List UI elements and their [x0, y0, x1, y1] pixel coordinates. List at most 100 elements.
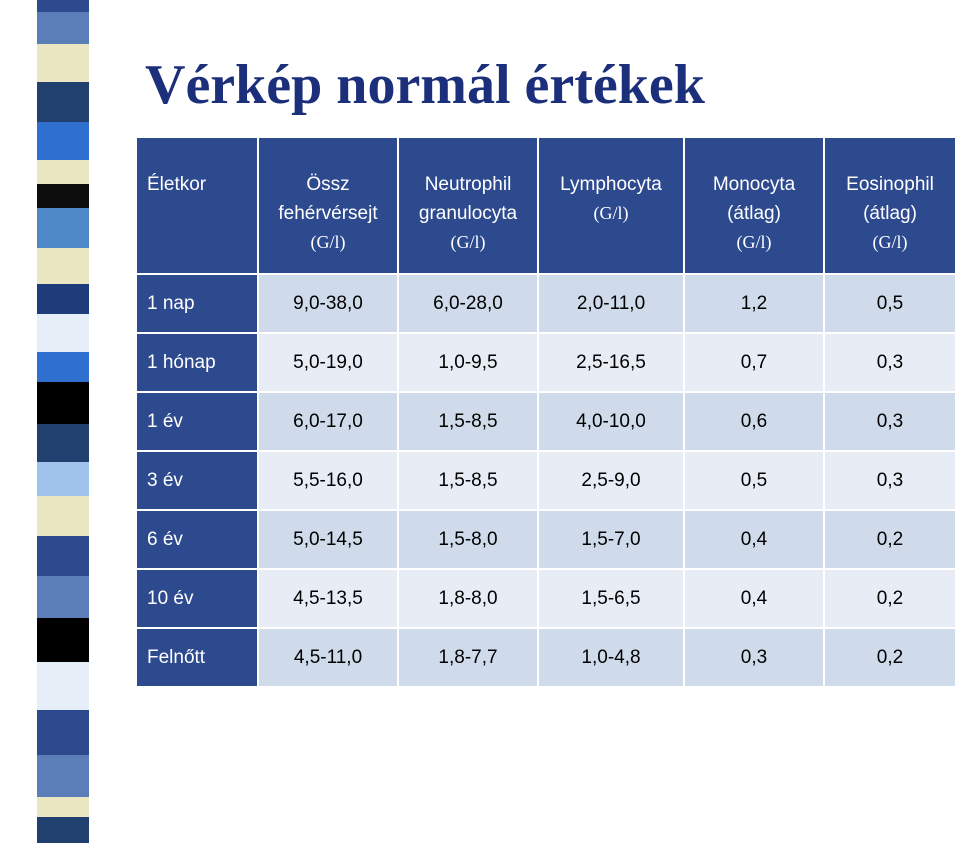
value-cell: 0,2 — [825, 511, 955, 568]
stripe-segment — [37, 0, 89, 12]
column-header-text: Lymphocyta — [560, 174, 662, 195]
value-cell: 0,7 — [685, 334, 823, 391]
column-header-unit: (G/l) — [593, 203, 629, 223]
value-cell: 0,6 — [685, 393, 823, 450]
value-cell: 1,5-8,5 — [399, 452, 537, 509]
value-cell: 2,5-9,0 — [539, 452, 683, 509]
stripe-segment — [37, 208, 89, 248]
stripe-segment — [37, 496, 89, 536]
age-cell: 1 év — [137, 393, 257, 450]
value-cell: 1,2 — [685, 275, 823, 332]
value-cell: 1,5-6,5 — [539, 570, 683, 627]
value-cell: 1,8-7,7 — [399, 629, 537, 686]
column-header-text: granulocyta — [418, 203, 518, 224]
stripe-segment — [37, 462, 89, 496]
table-header-row: Életkor Össz fehérvérsejt (G/l) Neutrophil gr… — [137, 138, 955, 273]
value-cell: 0,2 — [825, 570, 955, 627]
stripe-segment — [37, 662, 89, 710]
column-header-text: Életkor — [147, 174, 207, 195]
table-row: 3 év 5,5-16,0 1,5-8,5 2,5-9,0 0,5 0,3 — [137, 452, 955, 509]
stripe-segment — [37, 284, 89, 314]
stripe-segment — [37, 122, 89, 160]
value-cell: 5,0-19,0 — [259, 334, 397, 391]
column-header: Neutrophil granulocyta (G/l) — [399, 138, 537, 273]
table-row: 1 év 6,0-17,0 1,5-8,5 4,0-10,0 0,6 0,3 — [137, 393, 955, 450]
value-cell: 0,5 — [825, 275, 955, 332]
table-row: 10 év 4,5-13,5 1,8-8,0 1,5-6,5 0,4 0,2 — [137, 570, 955, 627]
stripe-segment — [37, 536, 89, 576]
value-cell: 6,0-17,0 — [259, 393, 397, 450]
stripe-segment — [37, 82, 89, 122]
column-header: Monocyta (átlag) (G/l) — [685, 138, 823, 273]
value-cell: 4,0-10,0 — [539, 393, 683, 450]
value-cell: 1,5-7,0 — [539, 511, 683, 568]
stripe-segment — [37, 248, 89, 284]
value-cell: 0,2 — [825, 629, 955, 686]
column-header-text: Neutrophil — [424, 174, 512, 195]
value-cell: 0,3 — [825, 393, 955, 450]
value-cell: 0,3 — [825, 334, 955, 391]
age-cell: 1 nap — [137, 275, 257, 332]
stripe-segment — [37, 618, 89, 662]
column-header-text: (átlag) — [863, 203, 917, 224]
column-header-text: Monocyta — [712, 174, 796, 195]
blood-values-table: Életkor Össz fehérvérsejt (G/l) Neutrophil gr… — [135, 136, 957, 688]
stripe-segment — [37, 352, 89, 382]
stripe-segment — [37, 710, 89, 755]
blood-values-table-container: Életkor Össz fehérvérsejt (G/l) Neutrophil gr… — [135, 136, 955, 688]
value-cell: 0,3 — [685, 629, 823, 686]
decorative-stripe — [37, 0, 89, 843]
column-header-unit: (G/l) — [450, 232, 486, 252]
value-cell: 1,5-8,0 — [399, 511, 537, 568]
value-cell: 0,3 — [825, 452, 955, 509]
table-row: 1 hónap 5,0-19,0 1,0-9,5 2,5-16,5 0,7 0,3 — [137, 334, 955, 391]
age-cell: 3 év — [137, 452, 257, 509]
value-cell: 0,4 — [685, 511, 823, 568]
value-cell: 5,0-14,5 — [259, 511, 397, 568]
value-cell: 1,0-9,5 — [399, 334, 537, 391]
column-header-text: Össz — [306, 174, 350, 195]
stripe-segment — [37, 817, 89, 843]
value-cell: 1,0-4,8 — [539, 629, 683, 686]
column-header-unit: (G/l) — [872, 232, 908, 252]
stripe-segment — [37, 314, 89, 352]
value-cell: 4,5-13,5 — [259, 570, 397, 627]
stripe-segment — [37, 184, 89, 208]
stripe-segment — [37, 12, 89, 44]
value-cell: 4,5-11,0 — [259, 629, 397, 686]
table-row: 1 nap 9,0-38,0 6,0-28,0 2,0-11,0 1,2 0,5 — [137, 275, 955, 332]
value-cell: 0,5 — [685, 452, 823, 509]
age-cell: Felnőtt — [137, 629, 257, 686]
table-body: 1 nap 9,0-38,0 6,0-28,0 2,0-11,0 1,2 0,5 1 hón… — [137, 275, 955, 686]
stripe-segment — [37, 160, 89, 184]
value-cell: 0,4 — [685, 570, 823, 627]
value-cell: 1,8-8,0 — [399, 570, 537, 627]
column-header: Össz fehérvérsejt (G/l) — [259, 138, 397, 273]
column-header-unit: (G/l) — [310, 232, 346, 252]
stripe-segment — [37, 576, 89, 618]
stripe-segment — [37, 755, 89, 797]
column-header: Lymphocyta (G/l) — [539, 138, 683, 273]
value-cell: 9,0-38,0 — [259, 275, 397, 332]
value-cell: 5,5-16,0 — [259, 452, 397, 509]
stripe-segment — [37, 797, 89, 817]
age-cell: 6 év — [137, 511, 257, 568]
column-header-text: (átlag) — [727, 203, 781, 224]
stripe-segment — [37, 424, 89, 462]
column-header-text: Eosinophil — [846, 174, 934, 195]
column-header-text: fehérvérsejt — [278, 203, 378, 224]
value-cell: 1,5-8,5 — [399, 393, 537, 450]
column-header: Életkor — [137, 138, 257, 273]
value-cell: 2,0-11,0 — [539, 275, 683, 332]
value-cell: 6,0-28,0 — [399, 275, 537, 332]
age-cell: 1 hónap — [137, 334, 257, 391]
stripe-segment — [37, 44, 89, 82]
age-cell: 10 év — [137, 570, 257, 627]
table-row: Felnőtt 4,5-11,0 1,8-7,7 1,0-4,8 0,3 0,2 — [137, 629, 955, 686]
column-header: Eosinophil (átlag) (G/l) — [825, 138, 955, 273]
column-header-unit: (G/l) — [736, 232, 772, 252]
stripe-segment — [37, 382, 89, 424]
table-row: 6 év 5,0-14,5 1,5-8,0 1,5-7,0 0,4 0,2 — [137, 511, 955, 568]
page-title: Vérkép normál értékek — [145, 54, 705, 116]
value-cell: 2,5-16,5 — [539, 334, 683, 391]
